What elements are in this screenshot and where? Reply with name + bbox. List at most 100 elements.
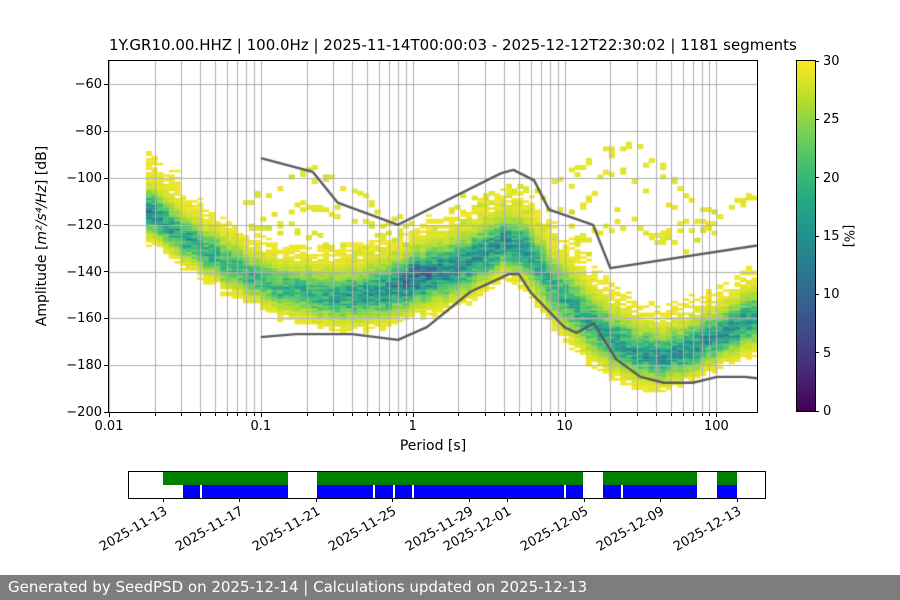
coverage-segment-blue: [565, 485, 583, 498]
x-minor-tick-mark: [485, 413, 487, 416]
x-tick-mark: [716, 413, 718, 417]
coverage-tick-mark: [239, 498, 241, 502]
coverage-date-label: 2025-12-05: [518, 504, 592, 555]
colorbar-tick-label: 5: [823, 345, 832, 361]
x-axis-label: Period [s]: [399, 438, 467, 454]
x-minor-tick-mark: [504, 413, 506, 416]
x-minor-tick-mark: [306, 413, 308, 416]
coverage-tick-mark: [469, 498, 470, 502]
y-tick-label: −60: [74, 77, 102, 93]
coverage-segment-blue: [603, 485, 621, 498]
x-tick-mark: [109, 413, 110, 417]
y-tick-label: −180: [66, 358, 102, 374]
colorbar-tick-label: 10: [823, 287, 840, 303]
x-minor-tick-mark: [389, 413, 391, 416]
colorbar-tick-label: 20: [823, 170, 840, 186]
y-tick-mark: [104, 317, 108, 319]
x-minor-tick-mark: [692, 413, 694, 416]
coverage-tick-mark: [737, 498, 739, 502]
x-tick-mark: [564, 413, 566, 417]
coverage-tick-mark: [391, 498, 393, 502]
coverage-segment-green: [716, 472, 737, 485]
y-tick-label: −100: [66, 171, 102, 186]
coverage-segment-green: [603, 472, 697, 485]
status-text: Generated by SeedPSD on 2025-12-14 | Cal…: [8, 578, 588, 596]
y-axis-label-units: m²/s⁴/Hz: [34, 185, 50, 245]
y-tick-mark: [104, 364, 108, 366]
y-tick-label: −160: [66, 311, 102, 327]
ppsd-plot-area: [108, 60, 758, 413]
colorbar-tick-label: 30: [823, 54, 840, 69]
y-tick-mark: [104, 177, 108, 179]
coverage-bar: 2025-11-13 2025-11-17 2025-11-21 2025-11-25…: [98, 471, 766, 555]
x-minor-tick-mark: [397, 413, 399, 416]
coverage-date-label: 2025-11-21: [250, 504, 324, 555]
coverage-date-label: 2025-11-25: [326, 504, 400, 555]
coverage-date-label: 2025-12-13: [671, 504, 745, 555]
coverage-tick-mark: [315, 498, 317, 502]
y-tick-label: −200: [66, 405, 102, 420]
y-tick-mark: [104, 130, 108, 132]
coverage-segment-green: [317, 472, 583, 485]
y-tick-label: −140: [66, 264, 102, 280]
coverage-segment-blue: [413, 485, 565, 498]
coverage-date-label: 2025-12-09: [594, 504, 668, 555]
y-tick-mark: [104, 271, 108, 273]
x-minor-tick-mark: [237, 413, 239, 416]
coverage-segment-green: [163, 472, 288, 485]
coverage-segment-blue: [375, 485, 393, 498]
colorbar-tick-mark: [815, 177, 819, 179]
coverage-tick-mark: [506, 498, 508, 502]
y-tick-label: −120: [66, 217, 102, 233]
colorbar-label: [%]: [840, 224, 856, 248]
colorbar-tick-mark: [815, 293, 819, 295]
x-tick-label: 100: [704, 419, 729, 434]
x-minor-tick-mark: [682, 413, 684, 416]
x-minor-tick-mark: [253, 413, 255, 416]
x-minor-tick-mark: [333, 413, 335, 416]
x-minor-tick-mark: [227, 413, 229, 416]
x-minor-tick-mark: [637, 413, 639, 416]
colorbar-gradient: [797, 61, 815, 411]
coverage-segment-blue: [622, 485, 697, 498]
colorbar-tick-mark: [815, 352, 819, 354]
y-tick-mark: [104, 83, 108, 85]
coverage-tick-mark: [163, 498, 165, 502]
x-minor-tick-mark: [200, 413, 202, 416]
status-bar: Generated by SeedPSD on 2025-12-14 | Cal…: [0, 575, 900, 600]
coverage-segment-blue: [394, 485, 412, 498]
x-minor-tick-mark: [610, 413, 612, 416]
x-minor-tick-mark: [655, 413, 657, 416]
x-tick-mark: [260, 413, 262, 417]
coverage-segment-blue: [182, 485, 200, 498]
x-minor-tick-mark: [701, 413, 703, 416]
x-minor-tick-mark: [367, 413, 368, 416]
x-minor-tick-mark: [458, 413, 460, 416]
x-minor-tick-mark: [557, 413, 559, 416]
y-tick-label: −80: [74, 124, 102, 140]
x-minor-tick-mark: [541, 413, 543, 416]
coverage-segment-blue: [317, 485, 373, 498]
coverage-segment-blue: [716, 485, 737, 498]
x-tick-label: 0.01: [94, 419, 124, 434]
x-tick-label: 10: [556, 419, 573, 434]
x-minor-tick-mark: [379, 413, 381, 416]
x-tick-mark: [412, 413, 414, 417]
x-minor-tick-mark: [549, 413, 551, 416]
colorbar-tick-label: 25: [823, 112, 840, 128]
coverage-date-label: 2025-11-13: [97, 504, 171, 555]
coverage-date-label: 2025-11-17: [173, 504, 247, 555]
colorbar-tick-mark: [815, 235, 819, 237]
colorbar-tick-mark: [815, 410, 819, 412]
x-tick-label: 1: [408, 419, 417, 434]
x-tick-label: 0.1: [250, 419, 272, 434]
colorbar-tick-label: 0: [823, 404, 832, 419]
coverage-tick-mark: [659, 498, 661, 502]
coverage-tick-mark: [583, 498, 585, 502]
y-tick-mark: [104, 411, 108, 413]
x-minor-tick-mark: [518, 413, 520, 416]
x-minor-tick-mark: [670, 413, 672, 416]
colorbar-tick-mark: [815, 60, 819, 62]
coverage-segment-blue: [202, 485, 288, 498]
x-minor-tick-mark: [405, 413, 407, 416]
